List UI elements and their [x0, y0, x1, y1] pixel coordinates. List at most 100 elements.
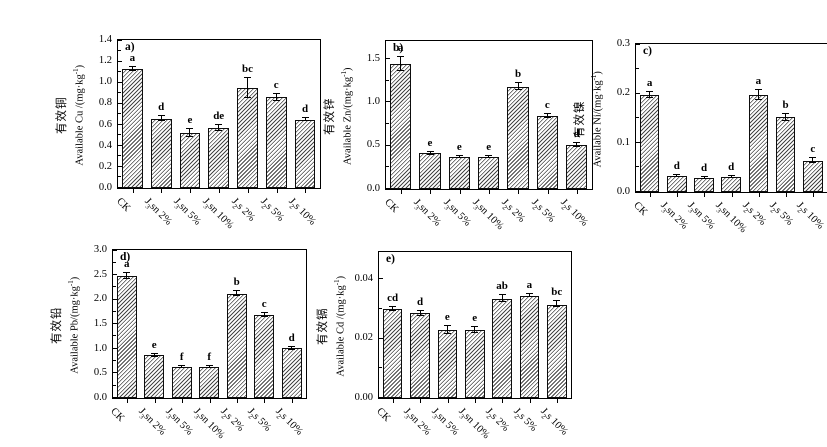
x-axis-tick — [161, 189, 163, 193]
y-axis-tick — [118, 123, 122, 125]
significance-letter: a — [129, 52, 136, 65]
panel-label: c) — [643, 45, 652, 57]
error-bar — [673, 174, 681, 178]
x-axis-tick — [132, 189, 134, 193]
chart-panel-ni: 有效镍 Available Ni/(mg·kg-1) c) a d d d a b c CK… — [574, 38, 827, 235]
x-axis-tick — [677, 193, 679, 197]
bar-d-5 — [254, 314, 275, 398]
chart-panel-cu: 有效铜 Available Cu /(mg·kg-1) a) a d e de bc c d… — [56, 34, 321, 231]
bar-b-1 — [419, 153, 441, 189]
y-axis-label: 有效镍 Available Ni/(mg·kg-1) — [573, 44, 606, 194]
x-axis-tick — [459, 190, 461, 194]
error-bar — [646, 91, 654, 99]
error-bar — [260, 311, 268, 317]
error-bar — [157, 114, 165, 122]
x-tick-label: J3sn 5% — [440, 197, 473, 229]
error-bar — [809, 156, 817, 164]
x-axis-tick — [785, 193, 787, 197]
y-axis-tick — [386, 57, 390, 59]
y-axis-tick — [386, 144, 390, 146]
y-axis-minor-tick — [113, 335, 116, 337]
error-bar — [426, 151, 434, 155]
significance-letter: d — [158, 100, 165, 113]
y-tick-label: 1.0 — [93, 342, 107, 354]
error-bar — [416, 309, 424, 316]
y-axis-minor-tick — [118, 50, 121, 52]
y-tick-label: 1.0 — [98, 76, 112, 88]
x-axis-tick — [502, 399, 504, 403]
error-bar — [727, 175, 735, 179]
significance-letter: d — [573, 127, 580, 140]
y-axis-label-chinese: 有效铅 — [50, 306, 63, 345]
x-axis-tick — [236, 399, 238, 403]
error-bar — [498, 294, 506, 302]
y-tick-label: 1.2 — [98, 55, 112, 67]
significance-letter: c — [544, 98, 550, 111]
x-axis-tick — [731, 193, 733, 197]
x-axis-tick — [758, 193, 760, 197]
bar-b-2 — [448, 156, 470, 189]
bar-e-5 — [519, 295, 540, 398]
significance-letter: d — [728, 161, 735, 174]
significance-letter: d — [288, 331, 295, 344]
error-bar — [443, 324, 451, 334]
x-tick-label: J2s 5% — [528, 197, 557, 225]
y-axis-tick — [118, 165, 122, 167]
x-axis-tick — [219, 189, 220, 193]
y-tick-label: 3.0 — [93, 244, 107, 256]
bar-a-3 — [208, 128, 230, 188]
significance-letter: e — [472, 311, 478, 324]
significance-letter: b — [233, 276, 240, 289]
y-axis-tick — [636, 92, 640, 94]
y-tick-label: 1.4 — [98, 34, 112, 46]
significance-letter: cd — [387, 292, 399, 304]
y-axis-label-chinese: 有效镍 — [573, 100, 586, 139]
x-axis-tick — [127, 399, 129, 403]
significance-letter: a — [397, 41, 404, 54]
y-axis-tick — [386, 187, 390, 189]
y-axis-minor-tick — [113, 384, 116, 386]
x-axis-tick — [704, 193, 706, 197]
y-tick-label: 0.4 — [98, 139, 112, 151]
y-tick-label: 0.04 — [354, 273, 373, 284]
x-tick-label: J2s 5% — [257, 196, 286, 224]
x-axis-tick — [430, 190, 432, 194]
error-bar — [233, 290, 241, 297]
y-axis-tick — [113, 347, 117, 349]
y-axis-tick — [379, 396, 383, 398]
error-bar — [485, 154, 493, 159]
bar-c-5 — [775, 117, 796, 192]
x-axis-tick — [475, 399, 476, 403]
x-tick-label: J2s 5% — [245, 406, 274, 434]
y-axis-tick — [636, 190, 640, 192]
bar-c-0 — [639, 95, 660, 192]
y-axis-minor-tick — [118, 155, 121, 157]
y-axis-minor-tick — [113, 310, 116, 312]
error-bar — [525, 292, 533, 298]
y-axis-minor-tick — [113, 261, 116, 263]
significance-letter: b — [514, 67, 522, 80]
significance-letter: d — [416, 295, 424, 308]
y-axis-tick — [113, 274, 117, 276]
error-bar — [782, 112, 790, 121]
y-axis-tick — [118, 39, 122, 41]
error-bar — [455, 154, 463, 159]
significance-letter: d — [301, 102, 309, 115]
x-tick-label: J2s 10% — [538, 406, 570, 438]
y-axis-tick — [113, 249, 117, 251]
significance-letter: bc — [551, 286, 563, 299]
bar-d-4 — [226, 293, 247, 398]
y-tick-label: 0.6 — [98, 118, 112, 130]
x-tick-label: J2s 10% — [286, 196, 319, 228]
bar-a-1 — [150, 118, 172, 188]
y-axis-minor-tick — [379, 367, 382, 369]
x-tick-label: J3sn 5% — [685, 200, 718, 232]
panel-label: d) — [120, 251, 131, 263]
x-tick-label: J2s 2% — [228, 196, 257, 224]
x-axis-tick — [813, 193, 815, 197]
y-axis-tick — [118, 186, 122, 188]
x-axis-tick — [557, 399, 559, 403]
x-tick-label: J3sn 2% — [401, 406, 434, 438]
y-tick-label: 0.1 — [616, 136, 630, 148]
